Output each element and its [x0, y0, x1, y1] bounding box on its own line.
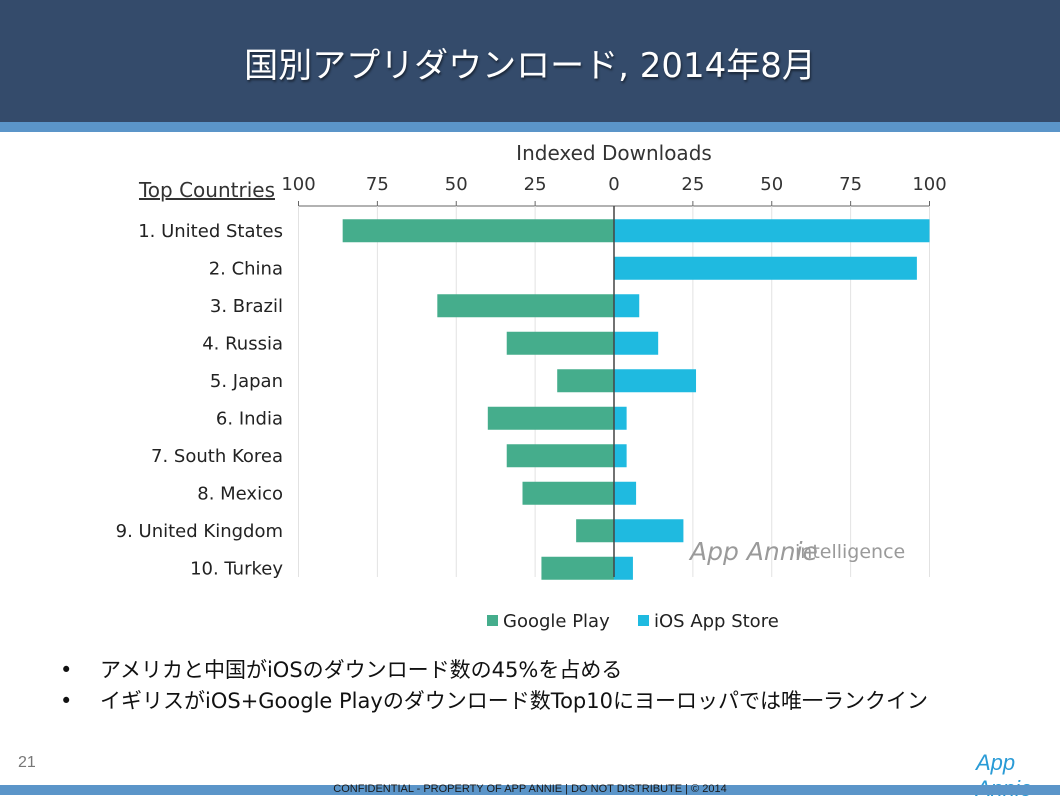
ios-bar — [614, 519, 684, 543]
ios-bar — [614, 481, 637, 505]
google-play-bar — [522, 481, 614, 505]
google-play-bar — [557, 369, 614, 393]
ios-bar — [614, 294, 640, 318]
ios-bar — [614, 444, 627, 468]
legend-swatch-ios — [638, 615, 649, 626]
category-label: 8. Mexico — [197, 483, 283, 504]
chart-title: Indexed Downloads — [516, 141, 712, 165]
x-tick-label: 0 — [608, 174, 619, 195]
bullet-text: イギリスがiOS+Google Playのダウンロード数Top10にヨーロッパで… — [100, 689, 928, 713]
bullet-item: • イギリスがiOS+Google Playのダウンロード数Top10にヨーロッ… — [60, 686, 1050, 717]
category-label: 2. China — [209, 258, 283, 279]
ios-bar — [614, 556, 633, 580]
category-label: 9. United Kingdom — [116, 521, 283, 542]
category-label: 1. United States — [138, 221, 283, 242]
bullet-dot: • — [60, 658, 73, 682]
category-header: Top Countries — [138, 178, 275, 202]
x-tick-label: 75 — [839, 174, 862, 195]
legend-label-ios: iOS App Store — [654, 611, 779, 632]
legend-swatch-google-play — [487, 615, 498, 626]
x-tick-label: 25 — [524, 174, 547, 195]
slide-title: 国別アプリダウンロード, 2014年8月 — [244, 46, 816, 86]
x-tick-label: 25 — [681, 174, 704, 195]
category-label: 10. Turkey — [190, 558, 283, 579]
slide-number: 21 — [18, 754, 36, 771]
category-label: 7. South Korea — [151, 446, 283, 467]
x-tick-label: 50 — [760, 174, 783, 195]
category-label: 4. Russia — [202, 333, 283, 354]
category-label: 5. Japan — [210, 371, 283, 392]
google-play-bar — [576, 519, 614, 543]
bullet-item: • アメリカと中国がiOSのダウンロード数の45%を占める — [60, 655, 1050, 686]
x-tick-label: 75 — [366, 174, 389, 195]
header-stripe — [0, 122, 1060, 132]
header-bar — [0, 0, 1060, 122]
google-play-bar — [487, 406, 614, 430]
bullet-dot: • — [60, 689, 73, 713]
google-play-bar — [437, 294, 614, 318]
bullet-list: • アメリカと中国がiOSのダウンロード数の45%を占める • イギリスがiOS… — [60, 655, 1050, 717]
bullet-text: アメリカと中国がiOSのダウンロード数の45%を占める — [100, 658, 623, 682]
ios-bar — [614, 256, 917, 280]
ios-bar — [614, 406, 627, 430]
ios-bar — [614, 369, 697, 393]
ios-bar — [614, 219, 930, 243]
indexed-downloads-chart: Indexed Downloads Top Countries 100 75 50 2… — [116, 141, 947, 632]
google-play-bar — [506, 444, 614, 468]
x-tick-label: 100 — [281, 174, 315, 195]
google-play-bar — [342, 219, 614, 243]
x-tick-label: 50 — [445, 174, 468, 195]
confidential-footer: CONFIDENTIAL - PROPERTY OF APP ANNIE | D… — [333, 783, 727, 795]
x-tick-label: 100 — [912, 174, 946, 195]
footer-bar — [0, 785, 1060, 795]
legend-label-google-play: Google Play — [503, 611, 610, 632]
category-label: 6. India — [216, 408, 283, 429]
watermark: App Annie intelligence — [688, 537, 905, 566]
google-play-bar — [541, 556, 614, 580]
google-play-bar — [506, 331, 614, 355]
watermark-brand: App Annie — [688, 537, 818, 566]
watermark-suffix: intelligence — [795, 541, 905, 563]
category-label: 3. Brazil — [210, 296, 283, 317]
ios-bar — [614, 331, 659, 355]
